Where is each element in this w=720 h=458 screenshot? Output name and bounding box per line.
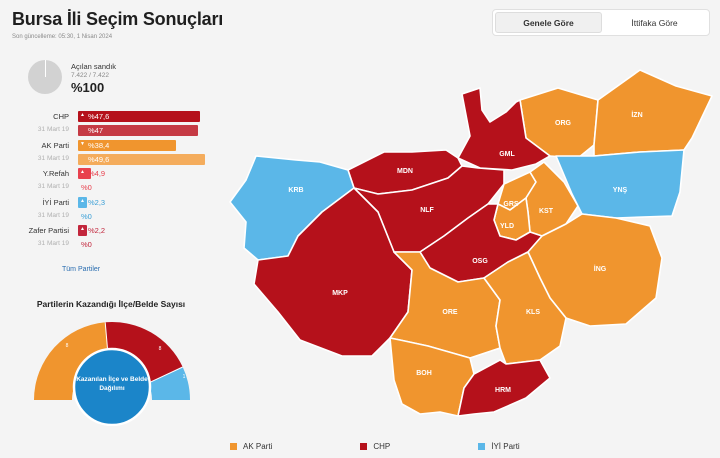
label-ing: İNG xyxy=(594,265,607,273)
party-row-iyi[interactable]: İYİ Parti 31 Mart 19 ▲ %2,3 %0 xyxy=(20,196,200,225)
arrow-up-icon: ▲ xyxy=(80,112,85,118)
party-name: Y.Refah xyxy=(42,169,69,178)
party-previous-label: 31 Mart 19 xyxy=(37,240,69,247)
label-osg: OSG xyxy=(472,258,488,265)
ballot-count: 7.422 / 7.422 xyxy=(71,72,109,79)
ballot-summary: Açılan sandık 7.422 / 7.422 %100 xyxy=(28,60,116,95)
toggle-general[interactable]: Genele Göre xyxy=(495,12,602,33)
legend-swatch xyxy=(360,443,368,450)
view-toggle[interactable]: Genele Göre İttifaka Göre xyxy=(492,9,710,36)
gauge-segment-iyi[interactable] xyxy=(148,367,191,400)
previous-value: %0 xyxy=(81,183,92,192)
ballot-progress-icon xyxy=(28,60,62,94)
party-previous-label: 31 Mart 19 xyxy=(37,211,69,219)
previous-value: %47 xyxy=(88,126,104,135)
party-previous-label: 31 Mart 19 xyxy=(37,183,69,190)
last-updated: Son güncelleme: 05:30, 1 Nisan 2024 xyxy=(12,34,113,40)
current-value: %47,6 xyxy=(88,112,110,121)
current-value: %2,3 xyxy=(88,197,106,207)
district-izn[interactable] xyxy=(593,69,713,157)
legend-swatch xyxy=(230,443,237,450)
district-labels: ORG İZN GML MDN KRB NLF GRS KST YLD YNŞ … xyxy=(288,111,642,394)
district-hrm[interactable] xyxy=(457,359,551,417)
label-yns: YNŞ xyxy=(613,187,628,194)
party-name: Zafer Partisi xyxy=(28,226,69,235)
current-value: %38,4 xyxy=(88,140,110,150)
legend-swatch xyxy=(478,443,486,450)
legend-label: AK Parti xyxy=(243,442,273,451)
legend-item-chp: CHP xyxy=(360,442,390,451)
arrow-down-icon: ▼ xyxy=(80,140,85,147)
district-gml[interactable] xyxy=(457,87,551,171)
party-previous-label: 31 Mart 19 xyxy=(37,126,69,133)
party-name: İYİ Parti xyxy=(42,197,69,207)
label-krb: KRB xyxy=(288,187,303,194)
label-mkp: MKP xyxy=(332,290,348,297)
label-grs: GRS xyxy=(503,201,519,208)
map-legend: AK Parti CHP İYİ Parti xyxy=(230,442,608,451)
legend-item-akp: AK Parti xyxy=(230,442,272,451)
gauge-value-akp: 8 xyxy=(66,343,69,349)
arrow-up-icon: ▲ xyxy=(80,197,85,204)
gauge-segment-chp[interactable] xyxy=(105,322,183,384)
label-mdn: MDN xyxy=(397,168,413,175)
current-bar: ▲ %2,3 xyxy=(78,196,105,208)
wins-title: Partilerin Kazandığı İlçe/Belde Sayısı xyxy=(36,299,186,309)
party-name: AK Parti xyxy=(41,140,69,150)
district-kls[interactable] xyxy=(483,251,567,365)
arrow-up-icon: ▲ xyxy=(80,226,85,232)
current-bar: ▲ %47,6 xyxy=(78,111,200,122)
label-nlf: NLF xyxy=(420,207,434,214)
label-kst: KST xyxy=(539,208,554,215)
label-yld: YLD xyxy=(500,223,514,230)
previous-bar: %49,6 xyxy=(78,153,205,165)
label-org: ORG xyxy=(555,120,572,127)
party-row-yrefah[interactable]: Y.Refah 31 Mart 19 ▲ %4,9 %0 xyxy=(20,167,200,196)
legend-label: İYİ Parti xyxy=(491,442,520,451)
gauge-value-chp: 8 xyxy=(159,346,162,352)
label-ore: ORE xyxy=(442,309,458,316)
party-row-akp[interactable]: AK Parti 31 Mart 19 ▼ %38,4 %49,6 xyxy=(20,139,205,168)
arrow-up-icon: ▲ xyxy=(80,169,85,175)
label-kls: KLS xyxy=(526,309,540,316)
gauge-center xyxy=(72,347,152,426)
current-bar: ▼ %38,4 xyxy=(78,139,177,151)
legend-item-iyi: İYİ Parti xyxy=(478,442,520,451)
district-map: ORG İZN GML MDN KRB NLF GRS KST YLD YNŞ … xyxy=(229,69,713,417)
page-title: Bursa İli Seçim Sonuçları xyxy=(12,9,224,29)
party-results: CHP 31 Mart 19 ▲ %47,6 %47 AK Parti 31 M… xyxy=(20,110,205,253)
party-row-zafer[interactable]: Zafer Partisi 31 Mart 19 ▲ %2,2 %0 xyxy=(20,224,200,253)
current-bar: ▲ %2,2 xyxy=(78,225,105,236)
previous-value: %0 xyxy=(81,240,92,249)
ballot-percent: %100 xyxy=(71,80,105,95)
label-boh: BOH xyxy=(416,370,432,377)
previous-value: %49,6 xyxy=(88,154,110,164)
label-hrm: HRM xyxy=(495,387,511,394)
party-name: CHP xyxy=(53,112,69,121)
previous-value: %0 xyxy=(81,211,92,221)
ballot-label: Açılan sandık xyxy=(71,62,117,71)
district-yns[interactable] xyxy=(555,149,685,219)
current-value: %2,2 xyxy=(88,226,106,235)
gauge-center-label: Kazanılan İlçe ve Belde Dağılımı xyxy=(76,376,148,392)
party-previous-label: 31 Mart 19 xyxy=(37,154,69,162)
previous-bar: %47 xyxy=(78,125,199,136)
label-izn: İZN xyxy=(631,111,642,119)
toggle-alliance[interactable]: İttifaka Göre xyxy=(631,17,678,28)
wins-gauge: 8 8 1 xyxy=(34,322,191,426)
current-bar: ▲ %4,9 xyxy=(78,168,105,179)
legend-label: CHP xyxy=(373,442,391,451)
gauge-segment-akp[interactable] xyxy=(34,322,109,400)
gauge-value-iyi: 1 xyxy=(183,374,186,380)
party-row-chp[interactable]: CHP 31 Mart 19 ▲ %47,6 %47 xyxy=(20,110,200,139)
all-parties-link[interactable]: Tüm Partiler xyxy=(62,266,101,273)
current-value: %4,9 xyxy=(88,169,106,178)
label-gml: GML xyxy=(499,151,515,158)
